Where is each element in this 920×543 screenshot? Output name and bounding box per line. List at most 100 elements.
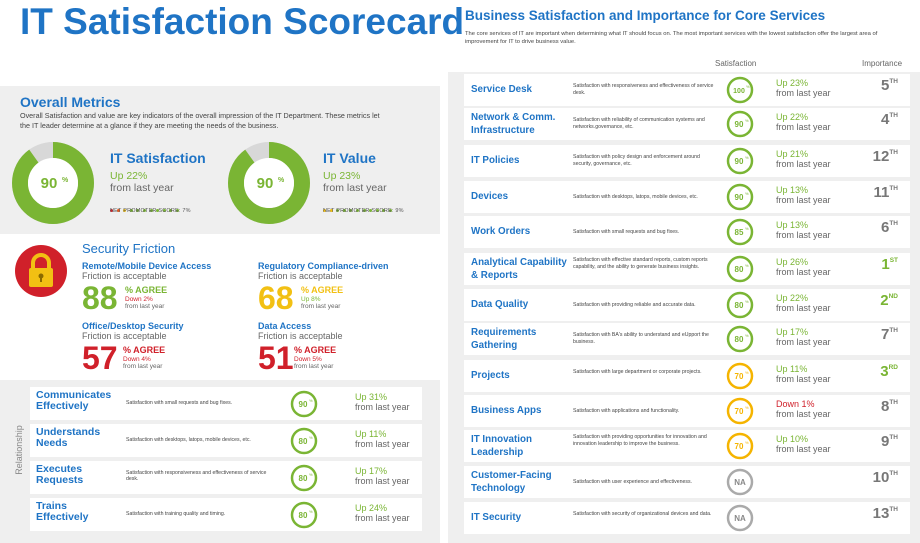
relationship-name: Understands Needs: [36, 426, 101, 449]
svg-text:%: %: [745, 155, 749, 160]
security-item-sub: Friction is acceptable: [82, 331, 167, 341]
service-change: Up 13% from last year: [776, 185, 831, 205]
security-item-agree: % AGREE: [301, 285, 344, 295]
service-change: Up 13% from last year: [776, 220, 831, 240]
satisfaction-header: Satisfaction: [715, 59, 757, 68]
service-row: Service Desk Satisfaction with responsive…: [464, 74, 910, 106]
service-change: Up 23% from last year: [776, 78, 831, 98]
service-row: Analytical Capability & Reports Satisfacti…: [464, 253, 910, 285]
service-score-ring: 80%: [726, 291, 754, 319]
security-item-sub: Friction is acceptable: [258, 331, 343, 341]
security-item-from: from last year: [125, 303, 165, 310]
security-item-sub: Friction is acceptable: [258, 271, 343, 281]
security-item-name: Data Access: [258, 321, 312, 331]
svg-text:80: 80: [735, 335, 744, 344]
service-score-ring: NA: [726, 504, 754, 532]
service-importance-rank: 7TH: [880, 326, 898, 343]
service-change: Up 11% from last year: [776, 364, 831, 384]
svg-text:90: 90: [735, 193, 744, 202]
service-importance-rank: 12TH: [872, 148, 898, 165]
relationship-change: Up 31% from last year: [355, 392, 410, 412]
services-title: Business Satisfaction and Importance for…: [465, 8, 826, 23]
service-name: Business Apps: [471, 405, 542, 416]
service-desc: Satisfaction with user experience and ef…: [573, 479, 692, 485]
svg-text:%: %: [746, 84, 750, 89]
svg-text:%: %: [309, 509, 313, 514]
service-change: Up 26% from last year: [776, 257, 831, 277]
service-score-ring: 100%: [726, 76, 754, 104]
relationship-row: Trains Effectively Satisfaction with trai…: [30, 498, 422, 531]
it-value-pct: %: [278, 177, 285, 184]
security-item-value: 57: [82, 340, 118, 376]
svg-text:90: 90: [299, 400, 308, 409]
security-item-change: Up 8%: [301, 296, 321, 303]
service-desc: Satisfaction with effective standard rep…: [573, 257, 708, 270]
svg-text:%: %: [309, 472, 313, 477]
security-item-sub: Friction is acceptable: [82, 271, 167, 281]
security-item-from: from last year: [301, 303, 341, 310]
service-change: Up 17% from last year: [776, 327, 831, 347]
service-row: Devices Satisfaction with desktops, latop…: [464, 181, 910, 213]
service-score-ring: 70%: [726, 432, 754, 460]
service-importance-rank: 6TH: [880, 219, 898, 236]
service-name: Requirements Gathering: [471, 327, 537, 351]
service-row: Network & Comm. Infrastructure Satisfactio…: [464, 108, 910, 140]
service-score-ring: 80%: [726, 255, 754, 283]
it-value-donut: 90 %: [228, 142, 310, 224]
service-score-ring: 90%: [726, 183, 754, 211]
security-item: Regulatory Compliance-driven Friction is…: [258, 261, 389, 281]
service-desc: Satisfaction with policy design and enfo…: [573, 154, 700, 167]
svg-text:%: %: [745, 191, 749, 196]
svg-text:80: 80: [735, 265, 744, 274]
service-row: Customer-Facing Technology Satisfaction wi…: [464, 466, 910, 498]
it-satisfaction-from: from last year: [110, 182, 174, 194]
nps-dots: [323, 199, 396, 217]
service-importance-rank: 5TH: [880, 77, 898, 94]
service-change: Up 22% from last year: [776, 293, 831, 313]
service-name: Service Desk: [471, 84, 533, 95]
security-item-from: from last year: [123, 363, 163, 370]
relationship-change: Up 11% from last year: [355, 429, 410, 449]
it-satisfaction-value: 90: [41, 175, 58, 192]
service-desc: Satisfaction with reliability of communi…: [573, 117, 705, 130]
overall-metrics-title: Overall Metrics: [20, 94, 121, 110]
security-item-change: Down 5%: [294, 356, 322, 363]
security-item-agree: % AGREE: [294, 345, 337, 355]
service-importance-rank: 1ST: [881, 256, 898, 273]
relationship-score-ring: 80%: [290, 464, 318, 492]
security-item-change: Down 4%: [123, 356, 151, 363]
svg-text:85: 85: [735, 228, 744, 237]
relationship-label: Relationship: [13, 425, 24, 475]
svg-text:100: 100: [733, 88, 745, 95]
service-row: Work Orders Satisfaction with small reque…: [464, 216, 910, 248]
service-name: Customer-Facing Technology: [471, 470, 552, 494]
service-desc: Satisfaction with responsiveness and eff…: [573, 83, 714, 96]
svg-text:70: 70: [735, 442, 744, 451]
relationship-desc: Satisfaction with desktops, latops, mobi…: [126, 437, 251, 443]
service-importance-rank: 2ND: [880, 292, 898, 309]
service-score-ring: 90%: [726, 110, 754, 138]
it-satisfaction-pct: %: [62, 177, 69, 184]
service-name: IT Policies: [471, 155, 520, 166]
it-satisfaction-label: IT Satisfaction: [110, 150, 206, 166]
security-item-value: 51: [258, 340, 294, 376]
svg-text:80: 80: [299, 511, 308, 520]
security-item: Office/Desktop Security Friction is acce…: [82, 321, 184, 341]
relationship-score-ring: 90%: [290, 390, 318, 418]
relationship-desc: Satisfaction with training quality and t…: [126, 511, 226, 517]
security-item-name: Remote/Mobile Device Access: [82, 261, 212, 271]
svg-text:90: 90: [735, 157, 744, 166]
security-item-from: from last year: [294, 363, 334, 370]
service-name: IT Innovation Leadership: [471, 434, 532, 458]
svg-text:80: 80: [735, 301, 744, 310]
it-satisfaction-change: Up 22%: [110, 170, 148, 182]
security-item-agree: % AGREE: [125, 285, 168, 295]
service-importance-rank: 9TH: [880, 433, 898, 450]
relationship-name: Trains Effectively: [36, 500, 89, 523]
security-item-value: 68: [258, 280, 294, 316]
relationship-desc: Satisfaction with small requests and bug…: [126, 400, 233, 406]
svg-text:%: %: [745, 263, 749, 268]
svg-text:%: %: [745, 299, 749, 304]
service-desc: Satisfaction with large department or co…: [573, 369, 702, 375]
relationship-row: Executes Requests Satisfaction with respo…: [30, 461, 422, 494]
